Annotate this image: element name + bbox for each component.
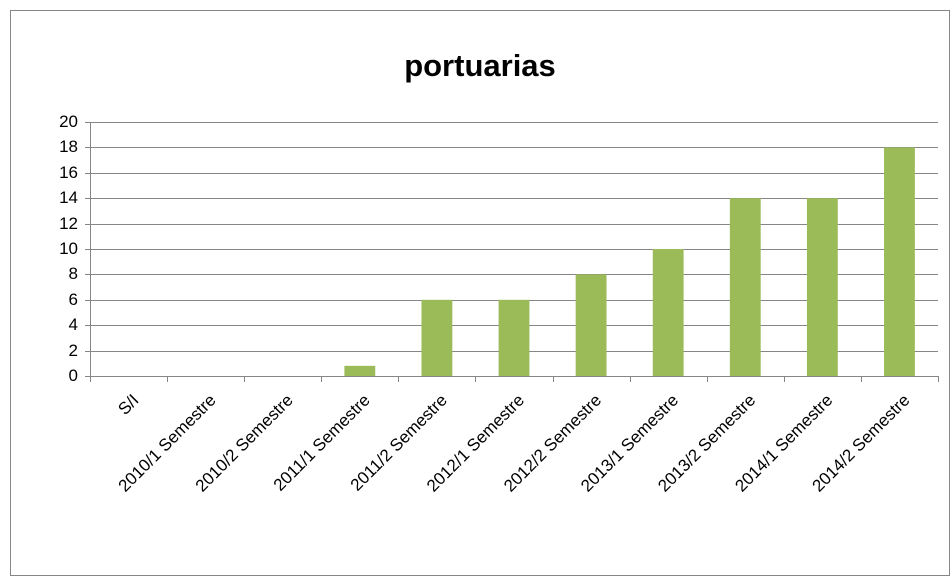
y-tick-label: 16 [59,163,78,182]
y-tick-label: 2 [69,341,78,360]
bar [729,198,761,376]
bar [652,249,684,376]
y-tick-label: 12 [59,214,78,233]
y-tick-label: 0 [69,366,78,385]
bar [884,147,915,376]
chart-title: portuarias [404,48,556,83]
bar [498,299,530,376]
y-tick-label: 14 [59,188,78,207]
y-tick-label: 8 [69,264,78,283]
chart-border [10,10,950,576]
y-tick-label: 4 [69,315,78,334]
y-tick-label: 20 [59,112,78,131]
bar [806,198,838,376]
bar [344,365,376,376]
bar [421,299,453,376]
y-tick-label: 10 [59,239,78,258]
y-tick-label: 6 [69,290,78,309]
bar [575,274,607,376]
y-tick-label: 18 [59,137,78,156]
